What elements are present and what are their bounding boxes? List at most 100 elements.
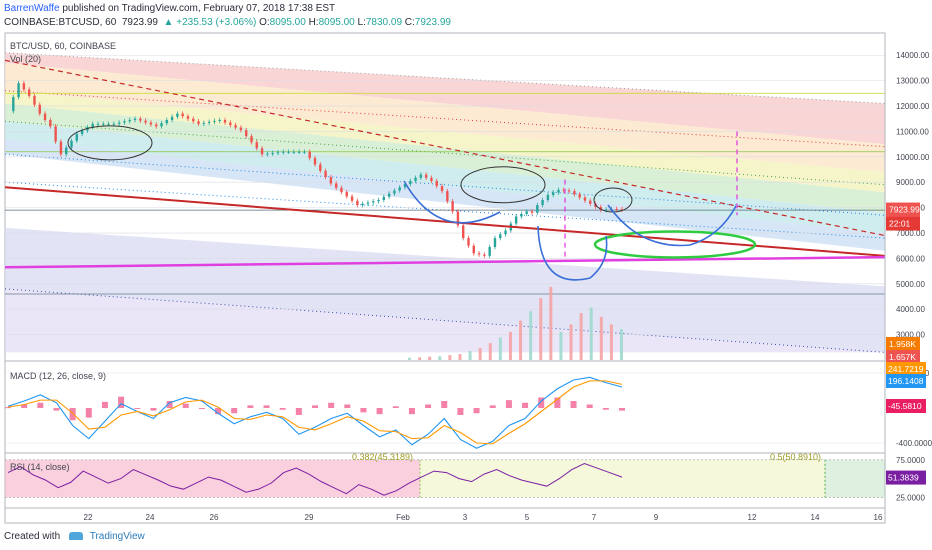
volume-tag-b: 1.657K: [889, 352, 916, 362]
price-tick-label: 14000.00: [896, 51, 930, 60]
candle-body: [27, 89, 31, 96]
candle-body: [80, 130, 84, 134]
candle-body: [149, 122, 153, 125]
macd-histogram-bar: [231, 408, 238, 414]
macd-histogram-bar: [118, 396, 125, 408]
candle-body: [70, 140, 73, 148]
macd-histogram-bar: [198, 408, 205, 409]
candle-body: [22, 83, 26, 90]
dashed-trendline: [4, 59, 886, 237]
candle-body: [207, 121, 211, 123]
candle-body: [319, 164, 322, 171]
candle-body: [398, 187, 401, 191]
candle-body: [329, 177, 333, 184]
candle-body: [599, 206, 603, 211]
macd-histogram-bar: [37, 402, 44, 408]
candle-body: [65, 147, 68, 155]
candle-body: [181, 113, 184, 117]
down-trendline: [4, 186, 886, 257]
countdown-tag-bg: [886, 216, 920, 231]
volume-bar: [438, 356, 442, 360]
rsi-zone-green: [825, 459, 885, 498]
candle-body: [467, 238, 470, 246]
candle-body: [107, 123, 110, 125]
volume-tag-b-bg: [886, 350, 920, 364]
tradingview-logo-icon[interactable]: [68, 532, 83, 541]
blue-arc: [403, 180, 501, 224]
price-axis[interactable]: 14000.00 13000.00 12000.00 11000.00 10000.00…: [896, 51, 932, 502]
macd-histogram-bar: [295, 408, 302, 415]
volume-bar: [539, 298, 543, 360]
candle-body: [435, 180, 438, 187]
price-tick-label: 10000.00: [896, 153, 930, 162]
candle-body: [377, 200, 380, 202]
candle-body: [213, 120, 216, 122]
author-link[interactable]: BarrenWaffe: [4, 3, 60, 14]
price-pane-title: BTC/USD, 60, COINBASE: [10, 41, 116, 51]
tradingview-brand[interactable]: TradingView: [89, 531, 145, 542]
time-tick-label: 29: [305, 513, 314, 522]
macd-histogram-bar: [360, 408, 367, 413]
candle-body: [589, 200, 592, 204]
macd-histogram-bar: [441, 401, 448, 408]
fib-label-500: 0.5(50.8910): [770, 452, 821, 462]
low-value: 7830.09: [365, 17, 403, 28]
macd-histogram-bar: [328, 402, 335, 408]
candle-body: [419, 174, 423, 178]
blue-arc: [537, 225, 608, 281]
price-candles: [12, 80, 624, 259]
candle-body: [223, 120, 227, 123]
macd-histogram-bar: [53, 408, 60, 411]
volume-bar: [589, 307, 593, 360]
support-line: [4, 255, 886, 269]
regression-band: [5, 139, 885, 251]
macd-histogram-bar: [457, 408, 464, 415]
candle-body: [361, 203, 364, 206]
candle-body: [604, 209, 608, 211]
footer: Created with TradingView: [4, 531, 145, 542]
time-axis[interactable]: 22 24 26 29 Feb 3 5 7 9 12 14 16: [84, 513, 883, 522]
volume-tag-a-bg: [886, 337, 920, 351]
candle-body: [456, 211, 460, 226]
macd-histogram-bar: [586, 404, 593, 408]
candle-body: [112, 123, 116, 125]
created-with-label: Created with: [4, 531, 61, 542]
volume-bar: [488, 343, 492, 360]
rsi-pane-title: RSI (14, close): [10, 462, 70, 472]
candle-body: [541, 200, 544, 206]
candle-body: [292, 151, 296, 153]
macd-histogram-bar: [134, 408, 141, 409]
close-label: C:: [404, 17, 415, 28]
candle-body: [583, 197, 587, 201]
price-tick-label: 3000.00: [896, 331, 925, 340]
candle-body: [271, 153, 274, 155]
countdown-tag: 22:01: [889, 219, 911, 229]
volume-bar: [478, 348, 482, 360]
candle-body: [372, 201, 375, 203]
green-ellipse: [593, 230, 757, 259]
candle-body: [387, 193, 391, 197]
volume-bar: [609, 324, 613, 360]
price-tick-label: 11000.00: [896, 127, 929, 136]
candle-body: [54, 126, 57, 142]
volume-bar: [508, 331, 512, 360]
up-triangle-icon: ▲: [163, 17, 174, 28]
price-tick-label: 13000.00: [896, 77, 930, 86]
candle-body: [472, 245, 475, 254]
time-tick-label: 14: [811, 513, 820, 522]
low-label: L:: [357, 17, 366, 28]
volume-bar: [418, 357, 422, 360]
fib-label-382: 0.382(45.3189): [352, 452, 413, 462]
volume-bar: [579, 313, 583, 360]
publish-line: BarrenWaffe published on TradingView.com…: [4, 3, 335, 14]
macd-histogram-bar: [312, 405, 318, 408]
candle-body: [393, 190, 396, 194]
candle-body: [462, 225, 465, 239]
candle-body: [567, 190, 571, 192]
macd-pane-title: MACD (12, 26, close, 9): [10, 371, 106, 381]
macd-histogram-bar: [376, 408, 383, 415]
hist-value-tag: -45.5810: [888, 401, 922, 411]
macd-histogram-bar: [69, 408, 76, 421]
volume-bar: [519, 320, 523, 360]
